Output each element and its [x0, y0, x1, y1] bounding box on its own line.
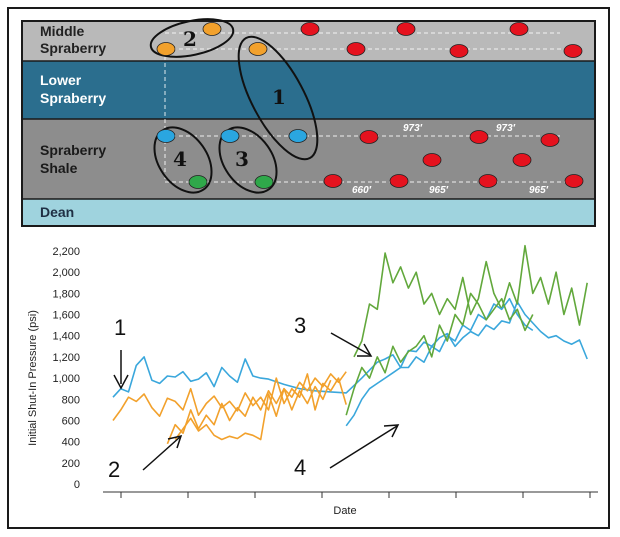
y-axis-title: Initial Shut-In Pressure (psi): [27, 310, 39, 446]
group-label-3: 3: [235, 147, 249, 171]
well-red: [509, 22, 529, 36]
well-red: [422, 153, 442, 167]
spacing-label: 965′: [529, 185, 549, 196]
well-green: [254, 175, 274, 189]
y-tick-label: 0: [74, 479, 80, 491]
well-orange: [156, 42, 176, 56]
layer-label-shale-1: Spraberry: [40, 142, 106, 158]
y-tick-label: 600: [62, 415, 80, 427]
y-tick-label: 200: [62, 458, 80, 470]
well-orange: [202, 22, 222, 36]
series-line-group-1: [112, 300, 588, 398]
well-red: [469, 130, 489, 144]
series-line-group-3: [353, 244, 588, 358]
y-tick-label: 1,400: [52, 331, 80, 343]
well-red: [396, 22, 416, 36]
spacing-label: 973′: [496, 123, 516, 134]
series-line-group-2: [112, 373, 347, 421]
well-red: [564, 174, 584, 188]
y-tick-label: 2,000: [52, 267, 80, 279]
well-red: [563, 44, 583, 58]
well-red: [300, 22, 320, 36]
series-line-group-2: [174, 379, 332, 441]
ellipse-group-1: [237, 35, 319, 161]
spacing-label: 660′: [352, 185, 372, 196]
layer-label-lower-1: Lower: [40, 72, 82, 88]
well-red: [346, 42, 366, 56]
well-blue: [156, 129, 176, 143]
layer-label-shale-2: Shale: [40, 160, 78, 176]
layer-label-lower-2: Spraberry: [40, 90, 106, 106]
layer-lower-spraberry: [22, 61, 595, 119]
layer-label-middle-2: Spraberry: [40, 40, 106, 56]
well-red: [540, 133, 560, 147]
y-tick-label: 400: [62, 437, 80, 449]
x-axis: [103, 491, 598, 498]
layer-dean: [22, 199, 595, 226]
y-axis-ticks: 0 200 400 600 800 1,000 1,200 1,400 1,600 1,800 2,…: [52, 246, 80, 491]
layer-label-dean: Dean: [40, 204, 74, 220]
annotation-4: 4: [294, 455, 306, 480]
y-tick-label: 1,800: [52, 288, 80, 300]
group-label-4: 4: [173, 147, 187, 171]
well-red: [478, 174, 498, 188]
well-orange: [248, 42, 268, 56]
well-red: [512, 153, 532, 167]
y-tick-label: 800: [62, 394, 80, 406]
well-red: [323, 174, 343, 188]
annotation-3: 3: [294, 313, 306, 338]
series-line-group-2: [166, 371, 347, 445]
pressure-chart: 0 200 400 600 800 1,000 1,200 1,400 1,600 1,800 2,…: [27, 244, 598, 517]
annotation-1: 1: [114, 315, 126, 340]
x-axis-title: Date: [333, 505, 356, 517]
annotation-2: 2: [108, 457, 120, 482]
well-blue: [288, 129, 308, 143]
series-lines: [112, 244, 588, 445]
well-red: [389, 174, 409, 188]
series-line-group-4: [345, 297, 534, 427]
well-red: [449, 44, 469, 58]
well-red: [359, 130, 379, 144]
series-line-group-4: [345, 292, 534, 416]
group-label-1: 1: [272, 85, 286, 109]
group-label-2: 2: [183, 27, 197, 51]
y-tick-label: 1,200: [52, 352, 80, 364]
ellipse-group-2: [149, 18, 235, 58]
well-green: [188, 175, 208, 189]
well-schematic: Middle Spraberry Lower Spraberry Spraber…: [21, 18, 596, 227]
y-tick-label: 1,000: [52, 373, 80, 385]
wells: [156, 22, 584, 189]
spacing-label: 965′: [429, 185, 449, 196]
well-blue: [220, 129, 240, 143]
layer-label-middle-1: Middle: [40, 23, 85, 39]
y-tick-label: 1,600: [52, 310, 80, 322]
y-tick-label: 2,200: [52, 246, 80, 258]
annotations: 1 2 3 4: [108, 313, 400, 482]
spacing-label: 973′: [403, 123, 423, 134]
